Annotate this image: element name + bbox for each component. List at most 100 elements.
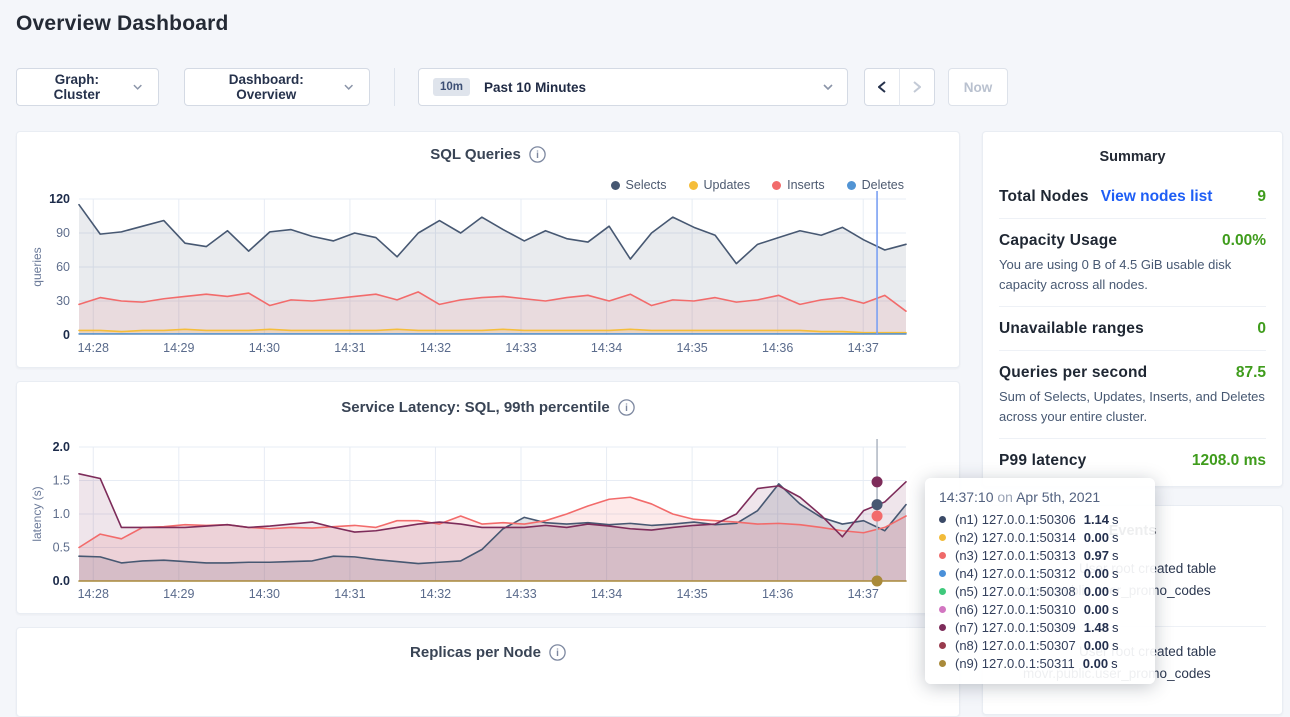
tooltip-label: (n1) 127.0.0.1:50306 [955,512,1076,527]
summary-row: P99 latency 1208.0 ms [983,439,1282,482]
svg-text:90: 90 [56,226,70,240]
svg-text:14:35: 14:35 [676,341,707,355]
tooltip-unit: s [1112,620,1119,635]
tooltip-row: (n4) 127.0.0.1:50312 0.00s [939,564,1141,582]
svg-text:120: 120 [49,192,70,206]
time-range-selector[interactable]: 10m Past 10 Minutes [418,68,848,106]
tooltip-row: (n5) 127.0.0.1:503080.00s [939,582,1141,600]
tooltip-value: 0.97 [1084,548,1109,563]
summary-value: 0.00% [1222,232,1266,250]
tooltip-row: (n3) 127.0.0.1:503130.97s [939,546,1141,564]
page-title: Overview Dashboard [16,12,229,36]
svg-text:0.5: 0.5 [53,541,70,555]
tooltip-value: 0.00 [1084,530,1109,545]
svg-text:0: 0 [63,328,70,342]
svg-text:14:36: 14:36 [762,341,793,355]
svg-text:1.0: 1.0 [53,507,70,521]
controls-divider [394,68,395,106]
y-axis-label: queries [30,247,44,286]
summary-subtext: You are using 0 B of 4.5 GiB usable disk… [999,255,1266,294]
svg-text:14:35: 14:35 [676,587,707,601]
chart-title: Replicas per Node [410,644,541,661]
tooltip-label: (n6) 127.0.0.1:50310 [955,602,1076,617]
tooltip-title: 14:37:10 on Apr 5th, 2021 [939,489,1141,505]
time-range-badge: 10m [433,78,470,96]
tooltip-row: (n7) 127.0.0.1:503091.48s [939,618,1141,636]
summary-label: Capacity Usage [999,232,1117,250]
summary-value: 9 [1257,188,1266,206]
tooltip-value: 0.00 [1084,638,1109,653]
tooltip-value: 0.00 [1084,566,1109,581]
tooltip-unit: s [1111,656,1118,671]
sql-queries-chart[interactable]: 14:2814:2914:3014:3114:3214:3314:3414:35… [17,132,961,369]
tooltip-dot [939,606,946,613]
summary-row: Unavailable ranges0 [983,307,1282,350]
tooltip-row: (n6) 127.0.0.1:503100.00s [939,600,1141,618]
svg-text:i: i [556,648,559,659]
tooltip-label: (n4) 127.0.0.1:50312 [955,566,1076,581]
svg-text:2.0: 2.0 [53,440,70,454]
chevron-left-icon [878,81,886,93]
summary-value: 87.5 [1236,364,1266,382]
svg-text:14:37: 14:37 [848,341,879,355]
summary-label: Queries per second [999,364,1147,382]
tooltip-unit: s [1112,530,1119,545]
tooltip-row: (n1) 127.0.0.1:50306 1.14s [939,510,1141,528]
tooltip-dot [939,642,946,649]
summary-label: P99 latency [999,452,1087,470]
chevron-down-icon [133,84,142,90]
summary-row: Capacity Usage 0.00% You are using 0 B of … [983,219,1282,306]
tooltip-dot [939,516,946,523]
view-nodes-link[interactable]: View nodes list [1101,188,1213,206]
info-icon[interactable]: i [549,644,566,661]
tooltip-dot [939,552,946,559]
svg-text:1.5: 1.5 [53,474,70,488]
time-range-label: Past 10 Minutes [484,80,586,95]
summary-row: Total NodesView nodes list9 [983,175,1282,218]
tooltip-label: (n9) 127.0.0.1:50311 [955,656,1075,671]
svg-text:14:32: 14:32 [420,587,451,601]
summary-title: Summary [983,132,1282,175]
tooltip-row: (n2) 127.0.0.1:50314 0.00s [939,528,1141,546]
chevron-right-icon [913,81,921,93]
svg-text:14:31: 14:31 [334,341,365,355]
now-button[interactable]: Now [948,68,1008,106]
summary-value: 1208.0 ms [1192,452,1266,470]
tooltip-dot [939,660,946,667]
svg-text:14:32: 14:32 [420,341,451,355]
y-axis-label: latency (s) [30,486,44,541]
graph-dropdown-label: Graph: Cluster [33,72,121,102]
svg-text:14:34: 14:34 [591,587,622,601]
svg-text:14:36: 14:36 [762,587,793,601]
tooltip-dot [939,534,946,541]
tooltip-value: 1.14 [1084,512,1109,527]
prev-range-button[interactable] [864,68,900,106]
tooltip-dot [939,624,946,631]
svg-text:14:37: 14:37 [848,587,879,601]
svg-text:14:33: 14:33 [505,341,536,355]
dashboard-dropdown[interactable]: Dashboard: Overview [184,68,370,106]
dashboard-dropdown-label: Dashboard: Overview [201,72,332,102]
tooltip-label: (n5) 127.0.0.1:50308 [955,584,1076,599]
tooltip-value: 1.48 [1084,620,1109,635]
tooltip-unit: s [1112,566,1119,581]
summary-label: Unavailable ranges [999,320,1144,338]
tooltip-label: (n2) 127.0.0.1:50314 [955,530,1076,545]
tooltip-unit: s [1112,512,1119,527]
svg-text:14:28: 14:28 [78,587,109,601]
summary-subtext: Sum of Selects, Updates, Inserts, and De… [999,387,1266,426]
svg-text:14:33: 14:33 [505,587,536,601]
svg-text:30: 30 [56,294,70,308]
graph-dropdown[interactable]: Graph: Cluster [16,68,159,106]
tooltip-unit: s [1112,584,1119,599]
svg-text:14:30: 14:30 [249,341,280,355]
tooltip-row: (n9) 127.0.0.1:503110.00s [939,654,1141,672]
replicas-per-node-card: Replicas per Node i [16,627,960,717]
tooltip-dot [939,588,946,595]
next-range-button[interactable] [899,68,935,106]
service-latency-card: Service Latency: SQL, 99th percentile i … [16,381,960,614]
svg-text:14:31: 14:31 [334,587,365,601]
service-latency-chart[interactable]: 14:2814:2914:3014:3114:3214:3314:3414:35… [17,382,961,615]
tooltip-row: (n8) 127.0.0.1:503070.00s [939,636,1141,654]
tooltip-unit: s [1112,548,1119,563]
